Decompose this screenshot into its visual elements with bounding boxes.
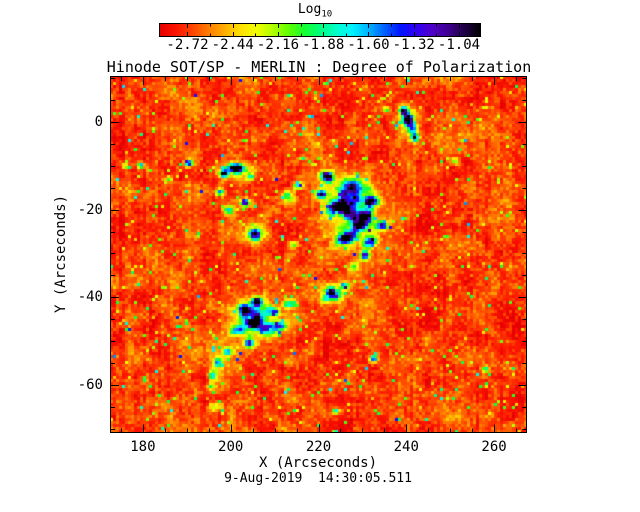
x-axis-label: X (Arcseconds) xyxy=(258,455,378,471)
colorbar-tick-label: -2.72 xyxy=(166,37,209,53)
y-tick-label: -20 xyxy=(77,201,103,218)
observation-timestamp: 9-Aug-2019 14:30:05.511 xyxy=(224,471,412,486)
y-tick-label: -40 xyxy=(77,289,103,306)
plot-title: Hinode SOT/SP - MERLIN : Degree of Polar… xyxy=(106,58,532,76)
colorbar-tick-label: -2.16 xyxy=(256,37,300,53)
heatmap-image xyxy=(110,76,527,433)
x-tick-label: 180 xyxy=(130,439,156,455)
y-axis-label: Y (Arcseconds) xyxy=(53,194,69,314)
colorbar-tick-label: -1.60 xyxy=(347,37,390,53)
x-tick-label: 200 xyxy=(218,439,244,455)
colorbar-title: Log10 xyxy=(298,2,332,20)
colorbar-title-subscript: 10 xyxy=(321,9,333,20)
y-tick-label: 0 xyxy=(94,113,103,130)
colorbar-tick-label: -1.32 xyxy=(392,37,435,53)
y-tick-label: -60 xyxy=(77,376,103,393)
x-tick-label: 260 xyxy=(481,439,507,455)
colorbar-tick-label: -1.04 xyxy=(437,37,481,53)
x-tick-label: 220 xyxy=(305,439,332,455)
colorbar-tick-label: -2.44 xyxy=(211,37,254,53)
colorbar-gradient xyxy=(160,24,480,36)
x-tick-label: 240 xyxy=(393,439,419,455)
colorbar-title-text: Log xyxy=(297,2,322,17)
colorbar-tick-label: -1.88 xyxy=(302,37,345,53)
